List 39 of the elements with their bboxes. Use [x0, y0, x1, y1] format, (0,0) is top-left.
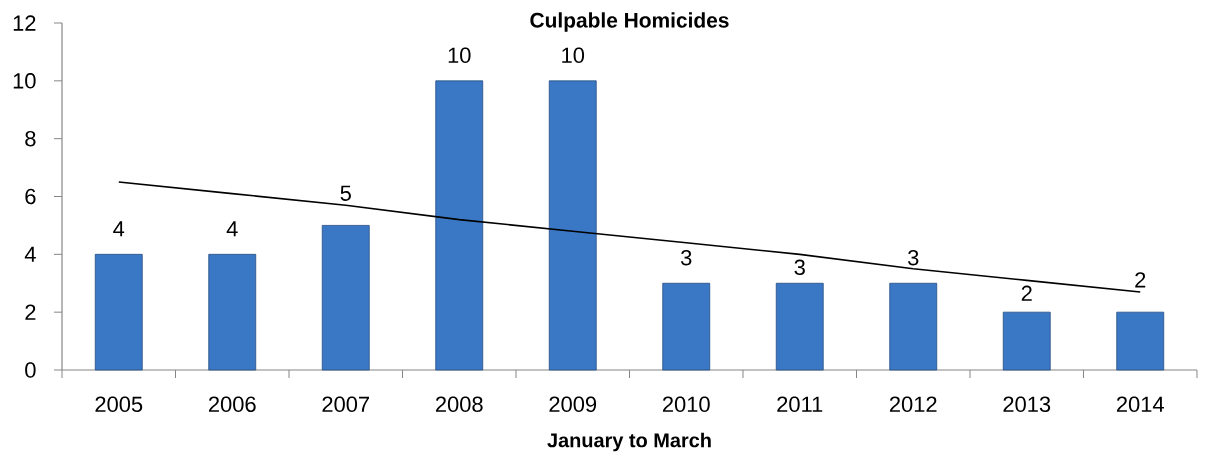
y-tick-label: 10 [13, 73, 36, 89]
data-label: 10 [448, 47, 471, 64]
data-label: 4 [226, 221, 238, 237]
y-tick-label: 8 [25, 130, 36, 147]
x-tick-label: 2011 [777, 396, 823, 413]
x-tick-label: 2012 [889, 396, 937, 413]
bar [435, 80, 484, 371]
chart-title: Culpable Homicides [530, 12, 729, 32]
y-tick-label: 2 [25, 304, 36, 320]
bar [1002, 311, 1051, 371]
data-label: 4 [113, 221, 125, 237]
x-tick-label: 2010 [662, 396, 710, 413]
bar [775, 282, 824, 371]
y-tick-label: 4 [24, 246, 36, 262]
x-tick-label: 2007 [322, 396, 370, 413]
bar [1116, 311, 1165, 371]
data-label: 3 [794, 259, 805, 276]
data-label: 2 [1021, 285, 1032, 301]
x-tick-label: 2014 [1116, 396, 1164, 413]
y-tick-label: 12 [13, 15, 36, 31]
x-tick-label: 2009 [549, 396, 597, 413]
x-tick-label: 2013 [1003, 396, 1051, 413]
data-label: 5 [340, 185, 351, 201]
y-tick-label: 6 [25, 188, 36, 205]
bar [321, 225, 370, 371]
bar [208, 253, 257, 371]
data-label: 3 [680, 249, 692, 266]
y-tick-label: 0 [25, 362, 36, 378]
data-label: 2 [1135, 272, 1146, 288]
x-tick-label: 2008 [435, 396, 483, 413]
bar [548, 80, 597, 371]
bar [889, 282, 938, 371]
bar [662, 282, 711, 371]
data-label: 3 [907, 249, 919, 266]
bar [94, 253, 143, 371]
data-label: 10 [562, 47, 585, 64]
x-tick-label: 2005 [95, 396, 143, 413]
x-axis-title: January to March [547, 432, 711, 452]
x-tick-label: 2006 [208, 396, 256, 413]
